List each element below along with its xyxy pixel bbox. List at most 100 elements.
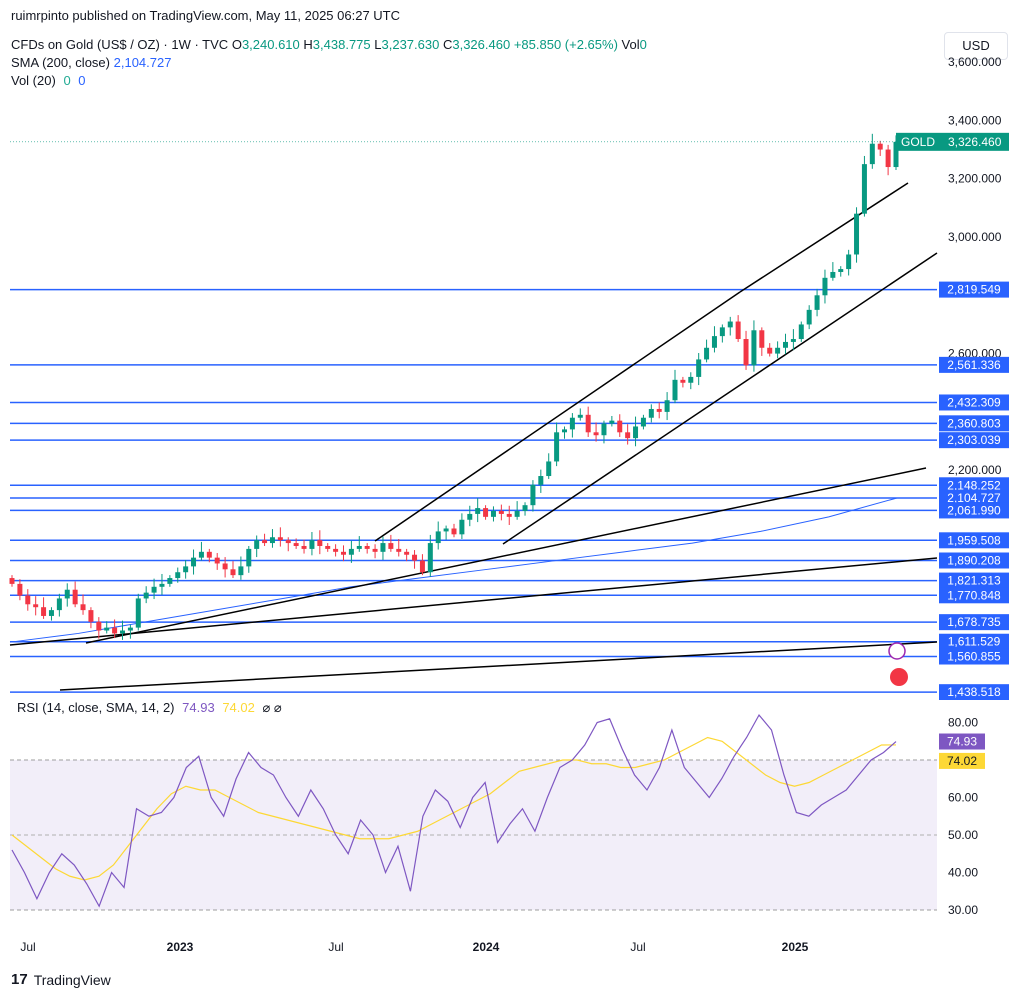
close-label: C [442, 37, 453, 52]
time-tick-label: 2025 [782, 940, 809, 954]
level-tag-text: 2,561.336 [947, 358, 1001, 372]
candle [419, 554, 425, 576]
candle [530, 480, 536, 512]
candle-body [277, 537, 283, 541]
candle [546, 453, 552, 479]
candle [206, 548, 212, 563]
candle-body [48, 610, 54, 616]
candle [120, 620, 125, 640]
candle [640, 414, 646, 430]
candle-body [467, 513, 473, 520]
candle-body [364, 545, 370, 549]
candle-body [285, 540, 291, 544]
candle-body [127, 627, 133, 631]
candle-body [309, 540, 315, 549]
candle-body [814, 295, 820, 310]
rsi-label: RSI (14, close, SMA, 14, 2) [17, 700, 175, 715]
candle [396, 538, 402, 557]
level-price-tag: 1,959.508 [939, 532, 1009, 549]
candle-body [514, 511, 520, 517]
candle-body [443, 528, 449, 532]
vol20-value-b: 0 [78, 73, 86, 88]
candle-body [790, 339, 796, 342]
candle-body [830, 271, 836, 278]
level-tag-bg [939, 281, 1009, 298]
candle [17, 579, 23, 601]
candle-body [151, 586, 157, 593]
channel-upper-line-a [374, 291, 741, 542]
candle [743, 330, 749, 370]
candle [538, 469, 544, 493]
last-price-tag-bg [896, 132, 1009, 151]
candle [601, 420, 607, 444]
candle-body [664, 400, 670, 412]
candle [854, 207, 860, 263]
candle [104, 621, 110, 634]
candle-body [427, 543, 433, 573]
candle [238, 556, 244, 580]
candle [830, 262, 836, 281]
candle [569, 413, 575, 438]
candle [285, 537, 291, 552]
open-value: 3,240.610 [241, 37, 300, 52]
candle [877, 140, 883, 156]
level-tag-text: 2,819.549 [947, 283, 1001, 297]
currency-button[interactable]: USD [944, 32, 1008, 60]
sma-legend: SMA (200, close) 2,104.727 [11, 55, 171, 70]
candle-body [719, 327, 725, 337]
candle [364, 543, 370, 554]
candle [822, 269, 828, 304]
price-chart[interactable]: 3,600.0003,400.0003,200.0003,000.0002,60… [0, 0, 1024, 700]
high-value: 3,438.775 [312, 37, 371, 52]
candle [135, 593, 141, 631]
candle-body [617, 420, 623, 433]
level-tag-text: 2,432.309 [947, 395, 1001, 409]
open-label: O [231, 37, 242, 52]
sma-value: 2,104.727 [113, 55, 172, 70]
price-tick-label: 3,400.000 [948, 113, 1002, 127]
candle-body [388, 543, 394, 549]
level-tag-bg [939, 587, 1009, 604]
candle [301, 539, 307, 554]
candle [459, 513, 465, 539]
level-price-tag: 2,104.727 [939, 489, 1009, 506]
level-tag-text: 2,148.252 [947, 478, 1001, 492]
candle [593, 422, 599, 442]
candle-body [538, 476, 544, 485]
candle-body [869, 143, 875, 165]
close-value: 3,326.460 [452, 37, 511, 52]
time-tick-label: Jul [630, 940, 645, 954]
candle [246, 545, 252, 573]
candle [467, 505, 473, 527]
candle [309, 531, 315, 556]
candle-body [593, 432, 599, 436]
candle-body [372, 548, 378, 552]
level-price-tag: 1,678.735 [939, 614, 1009, 631]
candle-body [459, 519, 465, 535]
candle [498, 504, 504, 521]
candle [262, 533, 268, 546]
level-tag-bg [939, 432, 1009, 449]
candle [861, 155, 867, 217]
level-tag-text: 1,560.855 [947, 650, 1001, 664]
last-price-tag: GOLD 3,326.460 [896, 132, 1009, 151]
rsi-tag-bg [939, 733, 985, 750]
candle [483, 505, 489, 520]
candle-body [198, 551, 204, 558]
rsi-tick-label: 80.00 [948, 716, 978, 730]
vol20-legend: Vol (20) 0 0 [11, 73, 86, 88]
candle [562, 426, 567, 439]
candle [175, 567, 181, 583]
candle-body [143, 592, 149, 599]
candle-body [80, 604, 86, 611]
lightning-event-icon [888, 642, 906, 660]
candle [412, 550, 418, 569]
level-price-tag: 2,561.336 [939, 356, 1009, 373]
candle-body [254, 540, 260, 549]
candle [609, 415, 615, 427]
candle-body [341, 551, 346, 555]
candle [380, 536, 386, 560]
level-price-tag: 2,148.252 [939, 477, 1009, 494]
level-tag-bg [939, 532, 1009, 549]
level-price-tag: 2,061.990 [939, 502, 1009, 519]
